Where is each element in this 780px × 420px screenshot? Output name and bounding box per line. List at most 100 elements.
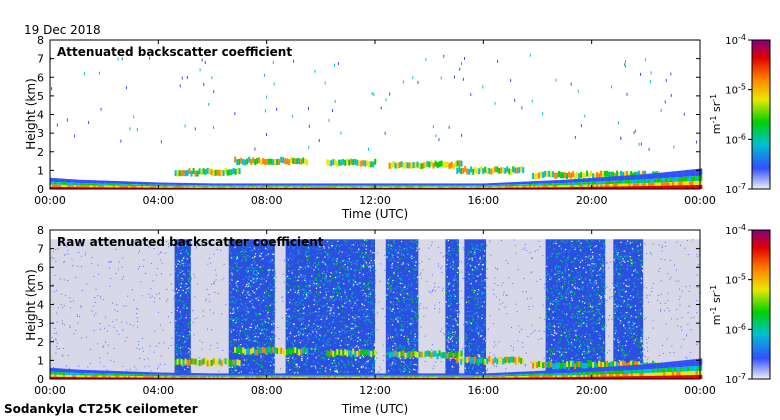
noise-speck: [299, 332, 301, 334]
noise-speck: [409, 364, 411, 366]
cloud-layer-cell: [594, 173, 597, 180]
surface-layer-cell: [466, 185, 469, 187]
surface-layer-cell: [390, 183, 393, 186]
noise-speck: [468, 295, 470, 297]
surface-layer-cell: [346, 186, 350, 188]
noise-speck: [401, 263, 403, 265]
surface-layer-cell: [637, 179, 640, 184]
cloud-layer-cell: [370, 161, 373, 168]
noise-speck: [588, 311, 590, 313]
surface-layer-cell: [331, 187, 334, 189]
noise-speck: [362, 244, 364, 246]
surface-layer-cell: [472, 187, 475, 189]
noise-speck: [304, 327, 307, 329]
noise-speck: [575, 334, 577, 336]
noise-speck: [232, 324, 234, 326]
noise-speck: [482, 243, 484, 245]
noise-speck: [291, 342, 293, 344]
cloud-layer-cell: [216, 169, 219, 176]
noise-speck: [362, 366, 364, 368]
noise-speck: [250, 280, 252, 282]
noise-speck: [343, 317, 345, 319]
noise-speck: [266, 353, 268, 355]
noise-speck: [327, 329, 329, 331]
noise-speck: [259, 323, 262, 325]
surface-layer-cell: [570, 182, 573, 186]
noise-speck: [478, 274, 480, 276]
noise-speck: [274, 287, 276, 289]
noise-speck: [475, 328, 477, 330]
noise-speck: [416, 281, 418, 284]
surface-layer-cell: [234, 186, 237, 188]
noise-speck: [296, 301, 298, 303]
noise-speck: [236, 252, 239, 255]
noise-speck: [356, 316, 358, 318]
noise-speck: [237, 244, 239, 246]
noise-speck: [568, 360, 570, 362]
noise-speck: [258, 328, 260, 330]
surface-layer-cell: [141, 184, 144, 187]
noise-speck: [315, 257, 318, 259]
noise-speck: [591, 317, 594, 319]
noise-speck: [451, 242, 453, 244]
noise-speck: [314, 367, 317, 369]
cloud-layer-cell: [300, 158, 303, 165]
noise-speck: [409, 323, 411, 325]
noise-speck: [557, 303, 559, 305]
surface-layer-cell: [91, 187, 94, 189]
surface-layer-cell: [249, 187, 252, 189]
surface-layer-cell: [394, 186, 397, 188]
noise-speck: [390, 296, 392, 299]
noise-speck: [393, 272, 395, 274]
surface-layer-cell: [494, 182, 497, 186]
noise-speck: [232, 296, 234, 298]
surface-layer-cell: [691, 169, 694, 177]
surface-layer-cell: [440, 187, 443, 189]
noise-speck: [242, 324, 244, 327]
noise-speck: [367, 296, 369, 298]
noise-speck: [600, 358, 602, 360]
cloud-layer-cell: [204, 169, 207, 176]
noise-speck: [416, 316, 418, 319]
noise-speck: [592, 264, 595, 266]
surface-layer-cell: [600, 177, 603, 182]
noise-speck: [596, 353, 598, 355]
noise-speck: [479, 258, 481, 260]
noise-speck: [286, 348, 289, 350]
noise-speck: [587, 257, 589, 259]
noise-speck: [570, 290, 572, 292]
colorbar-ticks: 10-710-610-510-4: [725, 33, 752, 196]
noise-speck: [322, 345, 325, 347]
noise-speck: [414, 369, 416, 371]
surface-layer-cell: [567, 182, 571, 186]
noise-speck: [600, 281, 603, 283]
noise-speck: [385, 257, 388, 259]
surface-layer-cell: [643, 183, 646, 187]
noise-speck: [258, 285, 260, 287]
noise-speck: [480, 329, 483, 331]
surface-layer-cell: [58, 184, 61, 187]
noise-speck: [603, 296, 605, 298]
surface-layer-cell: [572, 185, 575, 188]
surface-layer-cell: [689, 185, 692, 189]
noise-speck: [355, 358, 357, 360]
noise-speck: [341, 251, 343, 253]
noise-speck: [581, 353, 583, 356]
noise-speck: [323, 278, 325, 280]
noise-speck: [185, 314, 187, 316]
surface-layer-cell: [312, 187, 315, 189]
noise-speck: [401, 252, 403, 254]
surface-layer-cell: [453, 187, 456, 189]
noise-speck: [388, 351, 390, 353]
noise-speck: [254, 335, 257, 338]
surface-layer-cell: [676, 181, 679, 186]
surface-layer-cell: [268, 183, 272, 186]
noise-speck: [456, 271, 459, 274]
noise-speck: [399, 329, 402, 331]
noise-speck: [371, 276, 373, 279]
noise-speck: [231, 274, 233, 276]
surface-layer-cell: [695, 184, 698, 189]
noise-speck: [412, 301, 414, 303]
noise-speck: [466, 334, 468, 336]
noise-speck: [588, 346, 591, 348]
